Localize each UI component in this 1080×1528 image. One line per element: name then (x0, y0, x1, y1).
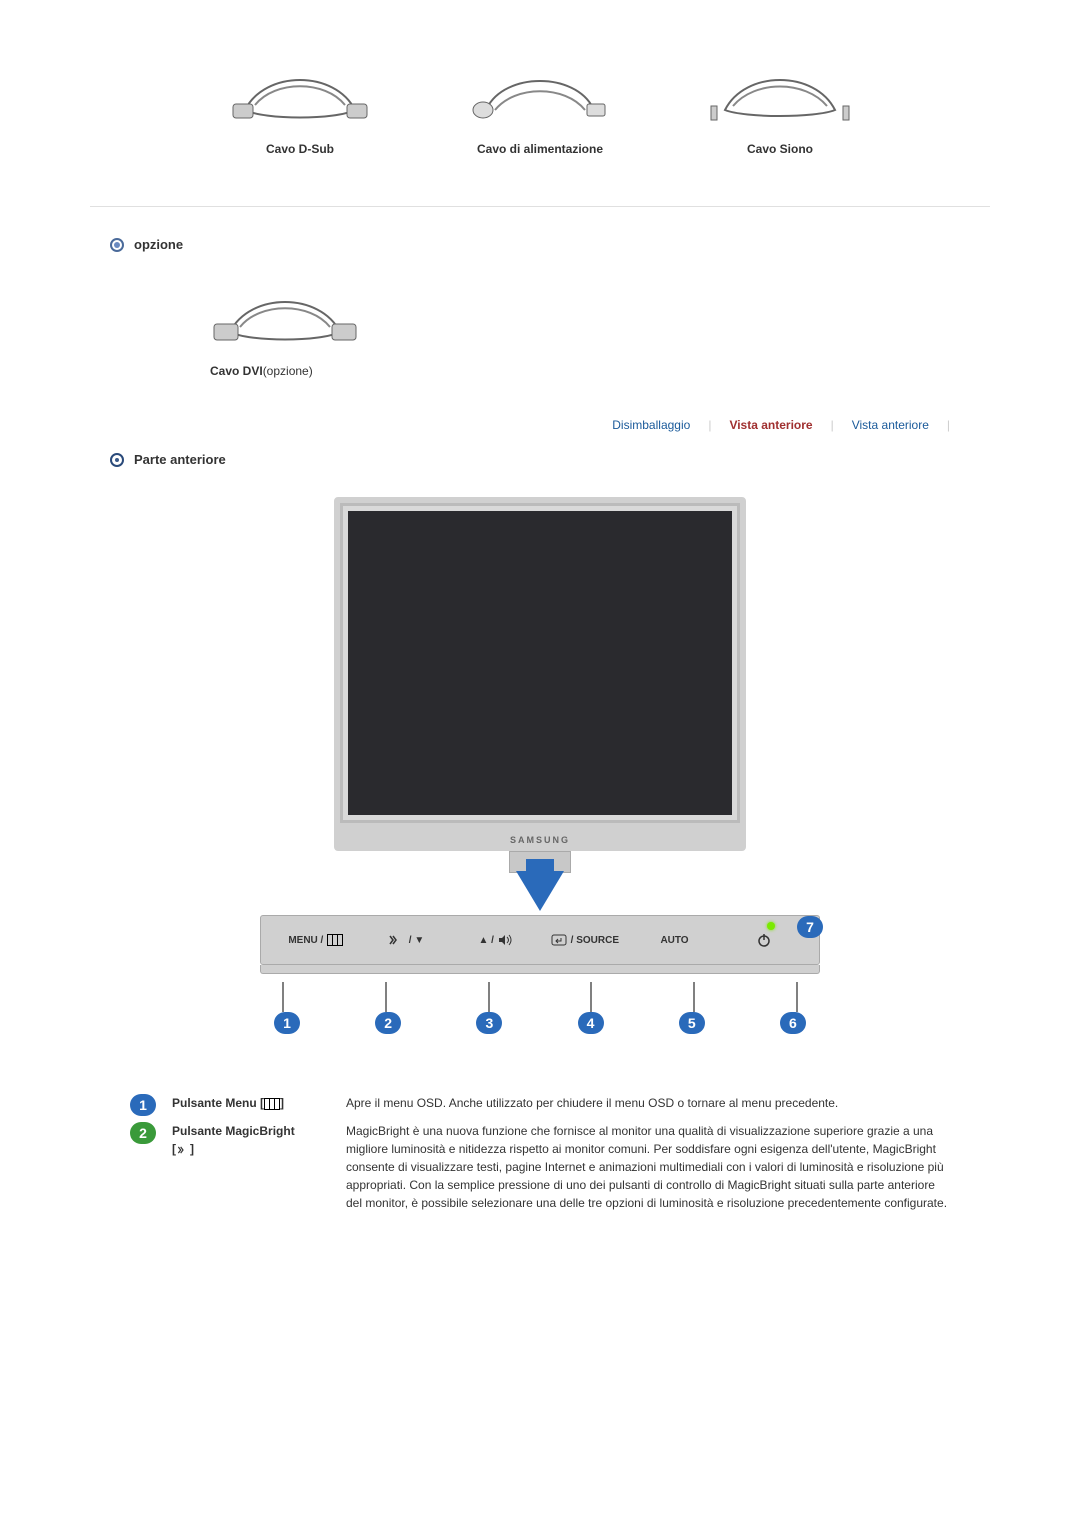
cable-sound-label: Cavo Siono (747, 142, 813, 156)
menu-button[interactable]: MENU / (275, 934, 357, 946)
source-button-label: / SOURCE (571, 935, 619, 946)
up-triangle-icon: ▲ / (478, 935, 493, 946)
desc-label-2: Pulsante MagicBright [] (172, 1122, 332, 1158)
nav-links: Disimballaggio | Vista anteriore | Vista… (90, 418, 950, 432)
callout-line-icon (282, 982, 284, 1012)
desc-text-1: Apre il menu OSD. Anche utilizzato per c… (346, 1094, 950, 1112)
page: Cavo D-Sub Cavo di alimentazione (50, 0, 1030, 1238)
slash-icon: / ▼ (409, 935, 424, 946)
enter-icon (551, 934, 567, 946)
power-led-icon (767, 922, 775, 930)
monitor-frame: SAMSUNG (334, 497, 746, 851)
callout-7-position: 7 (797, 916, 823, 938)
magicbright-button[interactable]: / ▼ (365, 934, 447, 946)
desc-label-1-suffix: ] (280, 1096, 284, 1110)
monitor-screen (348, 511, 732, 815)
nav-disimballaggio[interactable]: Disimballaggio (612, 418, 690, 432)
cable-dvi-label-rest: (opzione) (263, 364, 313, 378)
menu-icon (264, 1098, 280, 1110)
cable-row: Cavo D-Sub Cavo di alimentazione (90, 60, 990, 156)
cable-dvi-label-bold: Cavo DVI (210, 364, 263, 378)
option-title: opzione (134, 237, 183, 252)
cable-power-image (465, 60, 615, 130)
cable-dsub-image (225, 60, 375, 130)
callout-line-icon (693, 982, 695, 1012)
down-arrow-icon (516, 871, 564, 911)
callout-line-icon (488, 982, 490, 1012)
callout-badge-6: 6 (780, 1012, 806, 1034)
callout-line-icon (590, 982, 592, 1012)
monitor-neck (410, 851, 670, 921)
desc-badge-1: 1 (130, 1094, 158, 1116)
volume-button[interactable]: ▲ / (454, 934, 536, 946)
menu-icon (327, 934, 343, 946)
source-button[interactable]: / SOURCE (544, 934, 626, 946)
desc-row-1: 1 Pulsante Menu [] Apre il menu OSD. Anc… (130, 1094, 950, 1116)
magicbright-icon (387, 934, 405, 946)
button-bar-wrap: 7 MENU / / ▼ ▲ / / SOURCE (260, 915, 820, 1034)
button-bar: 7 MENU / / ▼ ▲ / / SOURCE (260, 915, 820, 965)
nav-sep-icon: | (708, 418, 711, 432)
desc-badge-2: 2 (130, 1122, 158, 1144)
auto-button[interactable]: AUTO (634, 935, 716, 946)
magicbright-icon (176, 1145, 190, 1155)
bullet-outline-icon (110, 453, 124, 467)
option-cable: Cavo DVI(opzione) (210, 282, 990, 378)
desc-label-2-line2: [] (172, 1140, 332, 1158)
callout-lines (260, 974, 820, 1012)
desc-row-2: 2 Pulsante MagicBright [] MagicBright è … (130, 1122, 950, 1212)
callout-line-icon (385, 982, 387, 1012)
button-bar-base (260, 965, 820, 974)
badge-1: 1 (130, 1094, 156, 1116)
nav-vista-anteriore[interactable]: Vista anteriore (852, 418, 929, 432)
cable-power: Cavo di alimentazione (450, 60, 630, 156)
desc-label-1-prefix: Pulsante Menu [ (172, 1096, 264, 1110)
front-title: Parte anteriore (134, 452, 226, 467)
callout-line-icon (796, 982, 798, 1012)
bullet-icon (110, 238, 124, 252)
samsung-logo: SAMSUNG (510, 835, 570, 845)
power-button[interactable] (723, 932, 805, 948)
divider (90, 206, 990, 207)
callout-badge-1: 1 (274, 1012, 300, 1034)
cable-dvi-image (210, 282, 360, 352)
desc-label-1: Pulsante Menu [] (172, 1094, 332, 1112)
cable-dsub-label: Cavo D-Sub (266, 142, 334, 156)
desc-label-2-line1: Pulsante MagicBright (172, 1122, 332, 1140)
cable-dsub: Cavo D-Sub (210, 60, 390, 156)
option-section-header: opzione (110, 237, 990, 252)
callout-badge-2: 2 (375, 1012, 401, 1034)
callout-badge-4: 4 (578, 1012, 604, 1034)
cable-sound-image (705, 60, 855, 130)
callout-badge-5: 5 (679, 1012, 705, 1034)
cable-dvi-label: Cavo DVI(opzione) (210, 364, 990, 378)
badge-2: 2 (130, 1122, 156, 1144)
power-icon (756, 932, 772, 948)
nav-vista-anteriore-active[interactable]: Vista anteriore (729, 418, 812, 432)
desc-text-2: MagicBright è una nuova funzione che for… (346, 1122, 950, 1212)
nav-sep-icon: | (831, 418, 834, 432)
nav-sep-icon: | (947, 418, 950, 432)
menu-button-label: MENU / (288, 935, 323, 946)
cable-sound: Cavo Siono (690, 60, 870, 156)
cable-power-label: Cavo di alimentazione (477, 142, 603, 156)
callout-numbers: 1 2 3 4 5 6 (260, 1012, 820, 1034)
auto-button-label: AUTO (660, 935, 688, 946)
callout-badge-7: 7 (797, 916, 823, 938)
description-list: 1 Pulsante Menu [] Apre il menu OSD. Anc… (130, 1094, 950, 1212)
callout-badge-3: 3 (476, 1012, 502, 1034)
speaker-icon (498, 934, 512, 946)
front-section-header: Parte anteriore (110, 452, 990, 467)
monitor-diagram: SAMSUNG 7 MENU / / ▼ ▲ / (90, 497, 990, 1034)
